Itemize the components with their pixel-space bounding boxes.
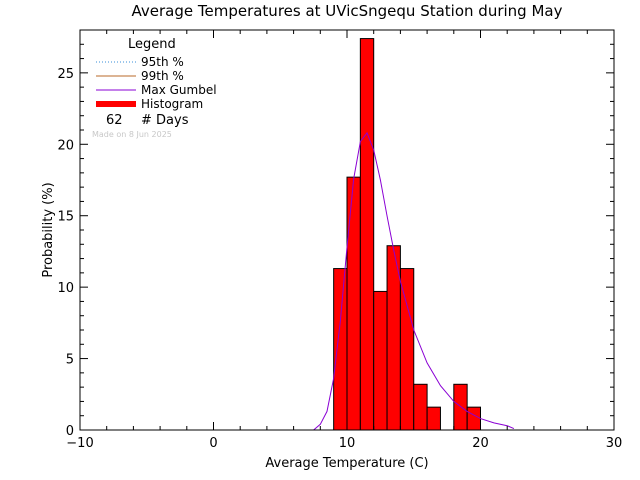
y-tick-label: 25 (57, 67, 74, 82)
histogram-bar-6 (413, 383, 428, 431)
histogram-bar-9 (453, 383, 468, 431)
y-tick-label: 15 (57, 210, 74, 225)
histogram-bar-7 (426, 406, 441, 431)
x-tick-label: 0 (209, 436, 217, 451)
legend-95th-label: 95th % (141, 55, 184, 69)
histogram-bar-5 (399, 268, 415, 431)
x-axis: −10 0 10 20 30 (66, 30, 622, 451)
histogram-bar-3 (373, 290, 388, 431)
x-tick-label: 30 (606, 436, 623, 451)
y-tick-label: 20 (57, 138, 74, 153)
legend: Legend 95th % 99th % Max Gumbel Histogra… (92, 37, 217, 139)
legend-title: Legend (128, 37, 176, 52)
made-on-note: Made on 8 Jun 2025 (92, 130, 172, 139)
x-tick-label: 20 (472, 436, 489, 451)
x-tick-label: −10 (66, 436, 93, 451)
chart-title: Average Temperatures at UVicSngequ Stati… (132, 2, 563, 20)
histogram-bar-1 (346, 176, 361, 431)
plot-area (313, 38, 515, 431)
legend-days-count: 62 (106, 113, 123, 128)
y-tick-label: 0 (66, 424, 74, 439)
max-gumbel-curve (313, 131, 515, 431)
x-axis-label: Average Temperature (C) (265, 456, 428, 471)
legend-histogram-label: Histogram (141, 97, 203, 111)
y-axis: 0 5 10 15 20 25 (57, 43, 614, 439)
x-tick-label: 10 (339, 436, 356, 451)
y-tick-label: 10 (57, 281, 74, 296)
histogram-bar-10 (466, 406, 481, 431)
histogram-bar-2 (359, 38, 375, 431)
legend-99th-label: 99th % (141, 69, 184, 83)
y-tick-label: 5 (66, 353, 74, 368)
histogram-bar-0 (333, 268, 348, 431)
legend-days-label: # Days (141, 113, 189, 128)
legend-gumbel-label: Max Gumbel (141, 83, 217, 97)
y-axis-label: Probability (%) (41, 182, 56, 277)
